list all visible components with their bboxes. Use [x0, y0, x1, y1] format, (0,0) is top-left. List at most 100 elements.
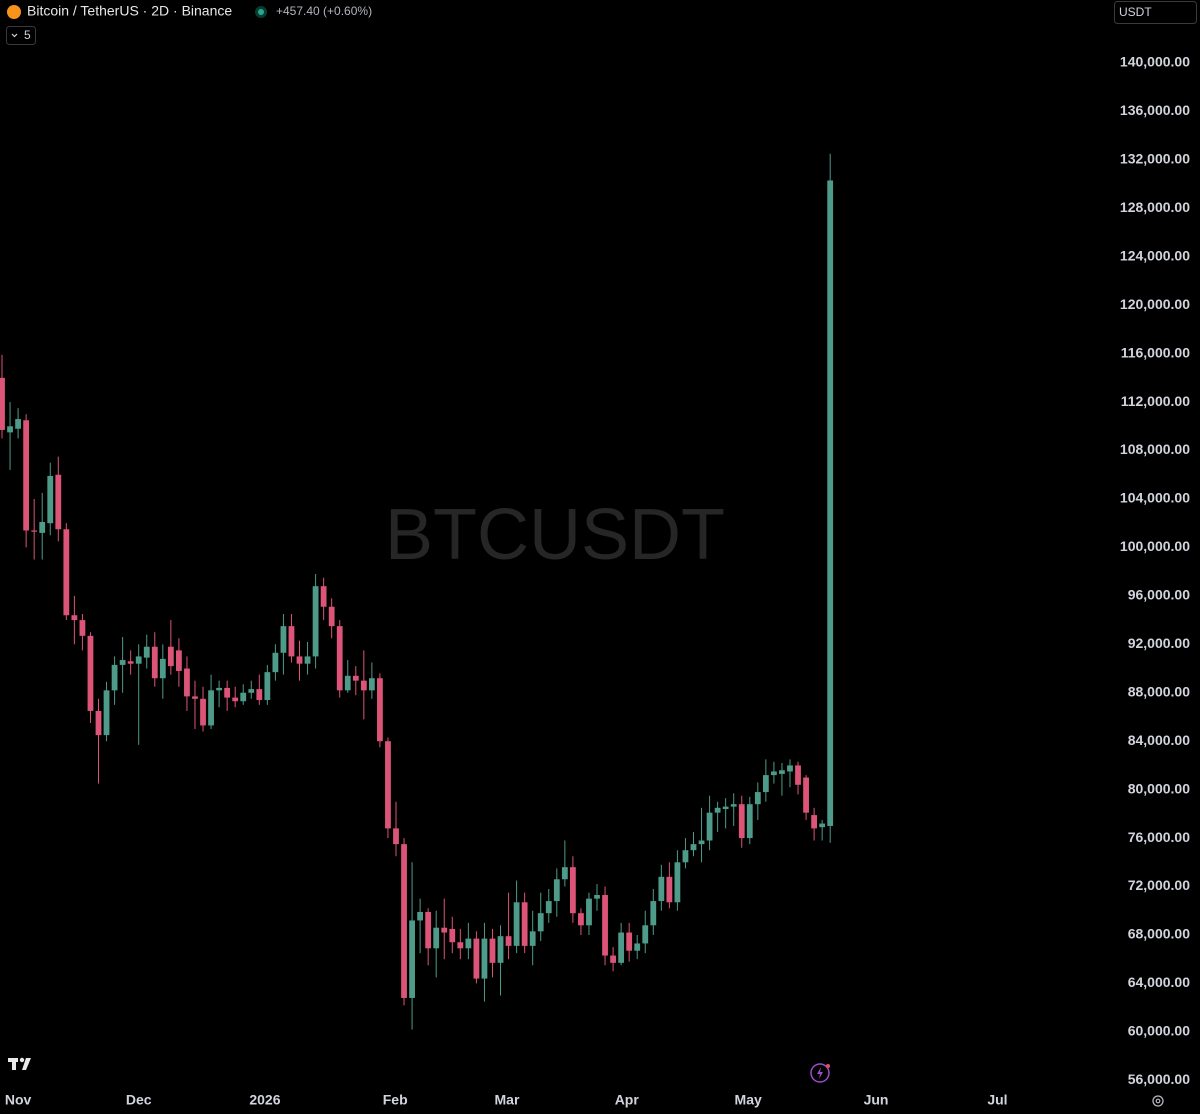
- x-tick-label: Feb: [383, 1092, 408, 1108]
- candle-body: [135, 656, 142, 664]
- y-tick-label: 80,000.00: [1128, 780, 1190, 796]
- candle-body: [184, 668, 190, 697]
- candle-body: [352, 675, 359, 681]
- candle-body: [746, 804, 753, 839]
- y-tick-label: 84,000.00: [1128, 732, 1190, 748]
- candle-body: [545, 901, 552, 914]
- candle-body: [167, 646, 174, 667]
- candle-body: [795, 765, 801, 785]
- candle-body: [127, 661, 134, 664]
- candle-body: [192, 696, 198, 699]
- currency-select[interactable]: [1114, 1, 1197, 24]
- y-tick-label: 76,000.00: [1128, 829, 1190, 845]
- candle-body: [505, 936, 512, 946]
- x-tick-label: Jul: [987, 1092, 1007, 1108]
- x-tick-label: May: [735, 1092, 762, 1108]
- candle-body: [111, 664, 118, 691]
- y-tick-label: 60,000.00: [1128, 1023, 1190, 1039]
- candle-body: [553, 879, 560, 902]
- y-tick-label: 104,000.00: [1120, 490, 1190, 506]
- candle-body: [240, 692, 247, 702]
- indicator-toggle[interactable]: [6, 26, 36, 45]
- candle-body: [232, 697, 239, 702]
- candle-body: [377, 678, 383, 742]
- spark-icon[interactable]: [810, 1063, 830, 1083]
- candle-body: [618, 932, 625, 963]
- candle-body: [208, 690, 214, 726]
- candle-body: [473, 938, 480, 979]
- candle-body: [159, 658, 166, 679]
- candle-body: [264, 672, 271, 701]
- candle-body: [15, 419, 21, 429]
- candle-body: [714, 807, 721, 813]
- candle-body: [762, 775, 769, 793]
- candle-body: [521, 902, 528, 946]
- plot-area: [0, 153, 834, 1030]
- candle-body: [256, 689, 263, 701]
- candle-body: [87, 635, 94, 711]
- candle-body: [537, 913, 544, 932]
- y-tick-label: 140,000.00: [1120, 54, 1190, 70]
- y-tick-label: 68,000.00: [1128, 926, 1190, 942]
- y-tick-label: 128,000.00: [1120, 199, 1190, 215]
- y-tick-label: 56,000.00: [1128, 1071, 1190, 1087]
- candle-body: [489, 938, 496, 963]
- candle-body: [457, 942, 464, 949]
- x-tick-label: Apr: [615, 1092, 640, 1108]
- candle-body: [248, 689, 255, 693]
- candle-body: [7, 426, 13, 433]
- candle-body: [706, 812, 713, 841]
- candle-body: [803, 777, 809, 813]
- candle-body: [360, 680, 367, 691]
- candle-body: [586, 898, 592, 926]
- candle-body: [819, 823, 826, 828]
- candle-body: [779, 770, 785, 774]
- y-tick-label: 112,000.00: [1121, 393, 1191, 409]
- y-tick-label: 96,000.00: [1128, 587, 1190, 603]
- tv-logo: [8, 1057, 31, 1070]
- candle-body: [529, 931, 536, 946]
- x-tick-label: 2026: [249, 1092, 280, 1108]
- candle-body: [578, 913, 584, 926]
- candle-body: [336, 626, 343, 691]
- x-tick-label: Dec: [126, 1092, 152, 1108]
- candle-body: [722, 806, 729, 810]
- settings-icon[interactable]: [1152, 1095, 1164, 1107]
- x-tick-label: Nov: [5, 1092, 32, 1108]
- candle-body: [143, 646, 150, 658]
- candle-body: [610, 955, 616, 963]
- candle-body: [602, 895, 608, 956]
- candle-body: [738, 804, 745, 839]
- candle-body: [658, 876, 665, 902]
- indicator-count: 5: [24, 28, 31, 42]
- candle-body: [368, 678, 375, 691]
- candle-body: [288, 626, 295, 657]
- candle-body: [119, 660, 126, 665]
- candle-body: [280, 626, 287, 653]
- watermark: BTCUSDT: [385, 495, 725, 575]
- candle-body: [393, 828, 399, 845]
- candle-body: [71, 615, 78, 621]
- price-change: +457.40 (+0.60%): [276, 4, 372, 18]
- candle-body: [811, 815, 818, 829]
- coin-icon: [7, 5, 21, 19]
- currency-label: USDT: [1119, 5, 1152, 19]
- y-tick-label: 136,000.00: [1120, 102, 1190, 118]
- candle-body: [497, 936, 504, 963]
- y-tick-label: 116,000.00: [1121, 344, 1191, 360]
- candle-body: [771, 771, 777, 776]
- candle-body: [642, 925, 649, 944]
- y-tick-label: 92,000.00: [1128, 635, 1190, 651]
- candle-body: [409, 920, 415, 998]
- candle-body: [385, 741, 391, 829]
- candle-body: [304, 656, 311, 664]
- y-tick-label: 64,000.00: [1128, 974, 1190, 990]
- status-dot: [258, 9, 264, 15]
- candle-body: [634, 943, 641, 951]
- candle-body: [296, 656, 303, 664]
- candle-body: [79, 620, 86, 636]
- candle-body: [312, 586, 319, 657]
- candle-body: [425, 911, 432, 949]
- symbol-title[interactable]: Bitcoin / TetherUS · 2D · Binance: [27, 3, 232, 19]
